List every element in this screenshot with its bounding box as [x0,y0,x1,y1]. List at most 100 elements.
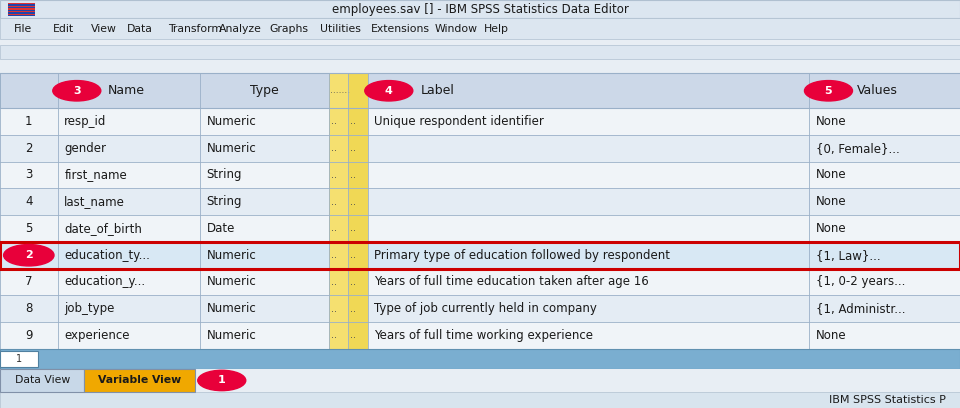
Bar [348,242,368,268]
Text: ..: .. [331,250,337,260]
Text: Extensions: Extensions [371,24,429,33]
Bar [329,108,348,135]
Text: Label: Label [420,84,454,97]
Bar [8,7,35,9]
Text: ..: .. [331,224,337,233]
Bar [329,322,348,349]
Text: Graphs: Graphs [270,24,309,33]
Text: {1, Administr...: {1, Administr... [816,302,905,315]
Text: Years of full time education taken after age 16: Years of full time education taken after… [374,275,649,288]
Text: ..: .. [331,143,337,153]
Text: 1: 1 [218,375,226,386]
Bar [348,268,368,295]
Bar [348,108,368,135]
Bar [0,0,960,18]
Text: ..: .. [350,117,356,126]
Bar [0,73,960,349]
Bar [329,242,348,268]
Text: 5: 5 [25,222,33,235]
Text: 2: 2 [25,142,33,155]
Text: Primary type of education followed by respondent: Primary type of education followed by re… [374,249,670,262]
Bar [0,295,960,322]
Text: Data: Data [127,24,153,33]
Bar [329,73,348,108]
Text: 8: 8 [25,302,33,315]
Text: None: None [816,222,847,235]
Bar [0,73,960,108]
Bar [0,215,960,242]
Text: IBM SPSS Statistics P: IBM SPSS Statistics P [828,395,946,405]
Bar [0,369,960,392]
Text: 9: 9 [25,329,33,342]
Text: Years of full time working experience: Years of full time working experience [374,329,593,342]
Text: ..: .. [331,117,337,126]
Text: File: File [13,24,32,33]
Text: View: View [91,24,117,33]
Bar [329,162,348,188]
Bar [0,242,960,268]
Text: ..: .. [331,170,337,180]
Text: String: String [206,195,242,208]
Bar [0,322,960,349]
Bar [0,18,960,39]
Text: Window: Window [435,24,478,33]
Circle shape [53,81,101,101]
Bar [329,73,348,349]
Text: None: None [816,115,847,128]
Text: date_of_birth: date_of_birth [64,222,142,235]
Text: Numeric: Numeric [206,115,256,128]
Text: 3: 3 [73,86,81,96]
Bar [8,3,35,16]
Bar [0,351,38,367]
Bar [8,15,35,16]
Text: None: None [816,329,847,342]
Bar [0,162,960,188]
Text: experience: experience [64,329,130,342]
Text: 4: 4 [385,86,393,96]
Text: None: None [816,169,847,182]
Text: Numeric: Numeric [206,302,256,315]
Bar [348,295,368,322]
Text: Type: Type [251,84,278,97]
Text: 2: 2 [25,250,33,260]
Text: {1, 0-2 years...: {1, 0-2 years... [816,275,905,288]
Text: Name: Name [108,84,145,97]
Text: Variable View: Variable View [98,375,181,386]
Text: education_y...: education_y... [64,275,146,288]
Bar [0,349,960,369]
Text: ..: .. [350,170,356,180]
Text: Date: Date [206,222,235,235]
Bar [0,188,960,215]
Text: Numeric: Numeric [206,142,256,155]
Bar [329,295,348,322]
Bar [348,73,368,349]
Text: first_name: first_name [64,169,127,182]
Text: ..: .. [331,330,337,340]
Text: String: String [206,169,242,182]
Text: ..: .. [350,224,356,233]
Text: {1, Law}...: {1, Law}... [816,249,880,262]
Bar [329,135,348,162]
Text: ..: .. [350,304,356,314]
Text: Analyze: Analyze [219,24,262,33]
Text: Edit: Edit [53,24,74,33]
Text: Values: Values [857,84,899,97]
Text: education_ty...: education_ty... [64,249,150,262]
Text: Numeric: Numeric [206,275,256,288]
Bar [8,4,35,6]
Text: gender: gender [64,142,107,155]
Bar [348,215,368,242]
Text: None: None [816,195,847,208]
Bar [329,268,348,295]
Text: 1: 1 [25,115,33,128]
Text: 5: 5 [825,86,832,96]
Text: 4: 4 [25,195,33,208]
Text: job_type: job_type [64,302,114,315]
Text: {0, Female}...: {0, Female}... [816,142,900,155]
Text: Numeric: Numeric [206,329,256,342]
Bar [348,322,368,349]
Text: Transform: Transform [168,24,222,33]
Text: 7: 7 [25,275,33,288]
Text: employees.sav [] - IBM SPSS Statistics Data Editor: employees.sav [] - IBM SPSS Statistics D… [331,3,629,16]
Bar [8,12,35,14]
